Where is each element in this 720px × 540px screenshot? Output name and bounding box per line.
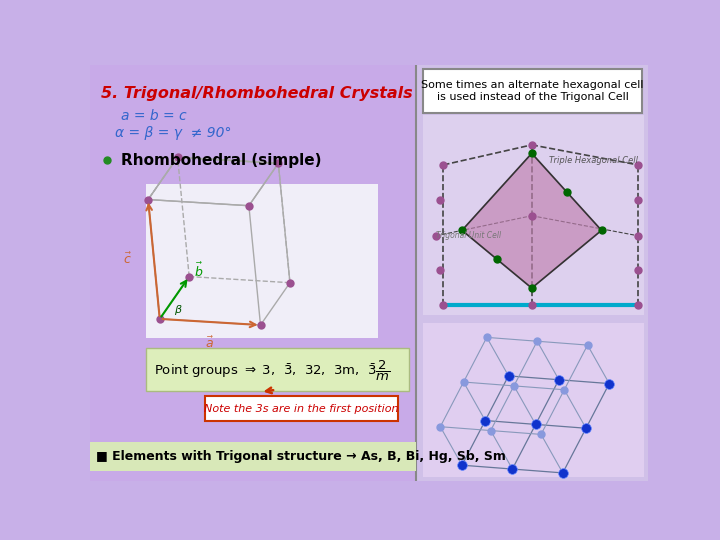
- Text: Rhombohedral (simple): Rhombohedral (simple): [121, 153, 322, 168]
- Polygon shape: [462, 153, 601, 288]
- Text: 5. Trigonal/Rhombohedral Crystals: 5. Trigonal/Rhombohedral Crystals: [101, 86, 413, 102]
- Bar: [145, 184, 378, 338]
- Text: $\vec{a}$: $\vec{a}$: [205, 336, 215, 351]
- Bar: [145, 348, 409, 390]
- Text: a = b = c: a = b = c: [121, 110, 186, 124]
- Text: α = β = γ  ≠ 90°: α = β = γ ≠ 90°: [114, 126, 231, 140]
- Bar: [90, 65, 416, 481]
- Bar: [416, 65, 648, 481]
- Bar: [423, 115, 644, 315]
- Text: Trigonal Unit Cell: Trigonal Unit Cell: [436, 231, 502, 240]
- Text: Point groups $\Rightarrow$ 3,  $\bar{3}$,  32,  3m,  $\bar{3}\dfrac{2}{m}$: Point groups $\Rightarrow$ 3, $\bar{3}$,…: [153, 359, 390, 382]
- Bar: [90, 442, 416, 471]
- Text: Some times an alternate hexagonal cell
is used instead of the Trigonal Cell: Some times an alternate hexagonal cell i…: [421, 80, 644, 102]
- Text: Note the 3s are in the first position: Note the 3s are in the first position: [204, 404, 399, 414]
- Text: $\vec{c}$: $\vec{c}$: [123, 252, 132, 267]
- Text: ■ Elements with Trigonal structure → As, B, Bi, Hg, Sb, Sm: ■ Elements with Trigonal structure → As,…: [96, 450, 506, 463]
- Text: $\vec{b}$: $\vec{b}$: [194, 261, 203, 280]
- Bar: [423, 69, 642, 113]
- Text: $\beta$: $\beta$: [174, 302, 182, 316]
- Bar: [204, 396, 398, 421]
- Bar: [423, 323, 644, 477]
- Text: Triple Hexagonal Cell: Triple Hexagonal Cell: [549, 156, 638, 165]
